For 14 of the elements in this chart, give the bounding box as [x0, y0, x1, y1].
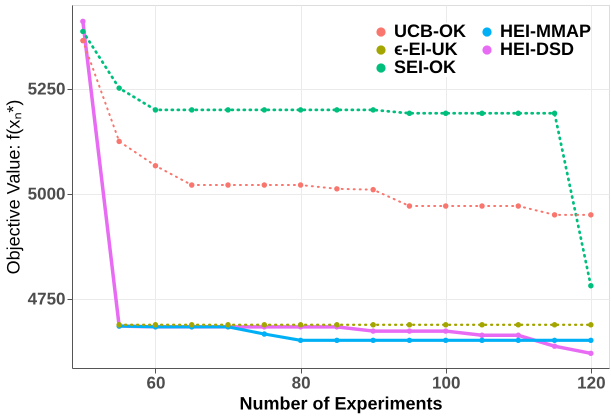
x-tick-label: 120	[577, 374, 606, 392]
legend-label: HEI-MMAP	[500, 21, 591, 41]
legend-label: HEI-DSD	[500, 39, 574, 59]
x-tick-label: 100	[432, 374, 460, 392]
x-axis-title: Number of Experiments	[239, 394, 443, 414]
x-tick-label: 80	[292, 374, 311, 392]
y-tick-label: 5250	[28, 79, 66, 98]
x-tick-label: 60	[146, 374, 166, 392]
legend-label: SEI-OK	[394, 57, 456, 77]
legend-label: UCB-OK	[394, 21, 466, 41]
y-tick-label: 5000	[28, 184, 66, 204]
legend-label: ϵ-EI-UK	[394, 39, 458, 59]
y-axis-title: Objective Value: f(xₙ*)	[4, 100, 24, 274]
y-tick-label: 4750	[28, 289, 66, 308]
